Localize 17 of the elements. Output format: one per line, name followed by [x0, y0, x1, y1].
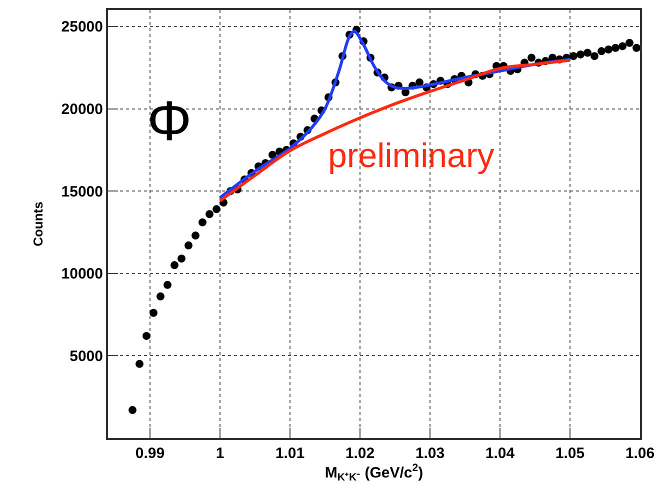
- y-tick-label: 20000: [61, 101, 103, 118]
- y-tick-label: 25000: [61, 18, 103, 36]
- y-tick-label: 15000: [61, 183, 103, 200]
- x-tick-label: 1.02: [345, 445, 375, 462]
- y-tick-label: 5000: [70, 348, 103, 365]
- y-tick-label: 10000: [61, 266, 103, 283]
- x-tick-label: 1.01: [275, 445, 305, 462]
- x-tick-label: 1.04: [485, 445, 516, 462]
- annotation: preliminary: [328, 137, 494, 175]
- y-axis-title: Counts: [30, 202, 46, 246]
- x-tick-label: 0.99: [135, 445, 165, 462]
- annotation: Φ: [147, 89, 192, 152]
- x-tick-label: 1.03: [415, 445, 445, 462]
- x-tick-label: 1: [216, 445, 224, 462]
- x-axis-title: M$_{K⁺K⁻}$ (GeV/c$^{2}$): [324, 462, 424, 484]
- x-tick-label: 1.05: [555, 445, 585, 462]
- x-tick-label: 1.06: [625, 445, 655, 462]
